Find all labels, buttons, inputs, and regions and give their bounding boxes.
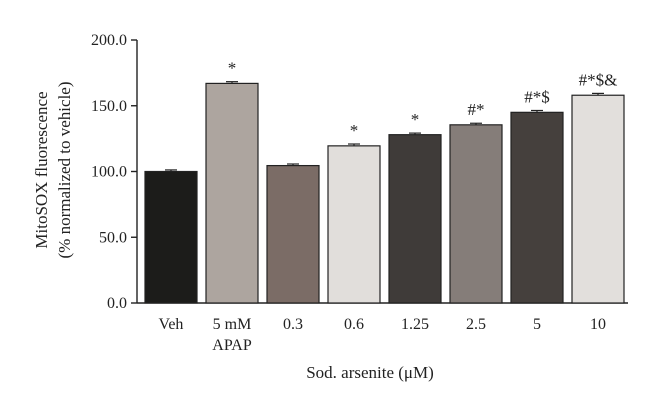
x-tick-label: 2.5 <box>466 316 486 333</box>
bar <box>144 170 198 304</box>
y-tick-label: 200.0 <box>91 32 127 49</box>
bar <box>388 134 442 304</box>
y-axis-label-line2: (% normalized to vehicle) <box>55 81 74 258</box>
bar <box>449 124 503 304</box>
significance-label: * <box>228 59 237 78</box>
y-tick-label: 150.0 <box>91 98 127 115</box>
y-tick-label: 100.0 <box>91 164 127 181</box>
bar <box>266 164 320 304</box>
x-tick-label: 0.6 <box>344 316 364 333</box>
x-tick-label-line2: APAP <box>212 337 252 354</box>
x-tick-label: 0.3 <box>283 316 303 333</box>
y-tick-label: 50.0 <box>99 229 127 246</box>
x-tick-label: 1.25 <box>401 316 429 333</box>
significance-label: #*$ <box>524 87 550 106</box>
x-axis-label: Sod. arsenite (μM) <box>306 363 434 382</box>
significance-label: * <box>350 121 359 140</box>
x-tick-label: Veh <box>159 316 184 333</box>
bar <box>205 82 259 304</box>
significance-label: #* <box>468 100 485 119</box>
x-tick-label: 10 <box>590 316 606 333</box>
bar <box>571 94 625 304</box>
x-tick-label: 5 mM <box>213 316 252 333</box>
y-axis-label-line1: MitoSOX fluorescence <box>32 91 51 248</box>
significance-label: #*$& <box>579 70 618 89</box>
bar <box>327 145 381 304</box>
significance-label: * <box>411 110 420 129</box>
y-tick-label: 0.0 <box>107 295 127 312</box>
x-tick-label: 5 <box>533 316 541 333</box>
bar <box>510 111 564 304</box>
